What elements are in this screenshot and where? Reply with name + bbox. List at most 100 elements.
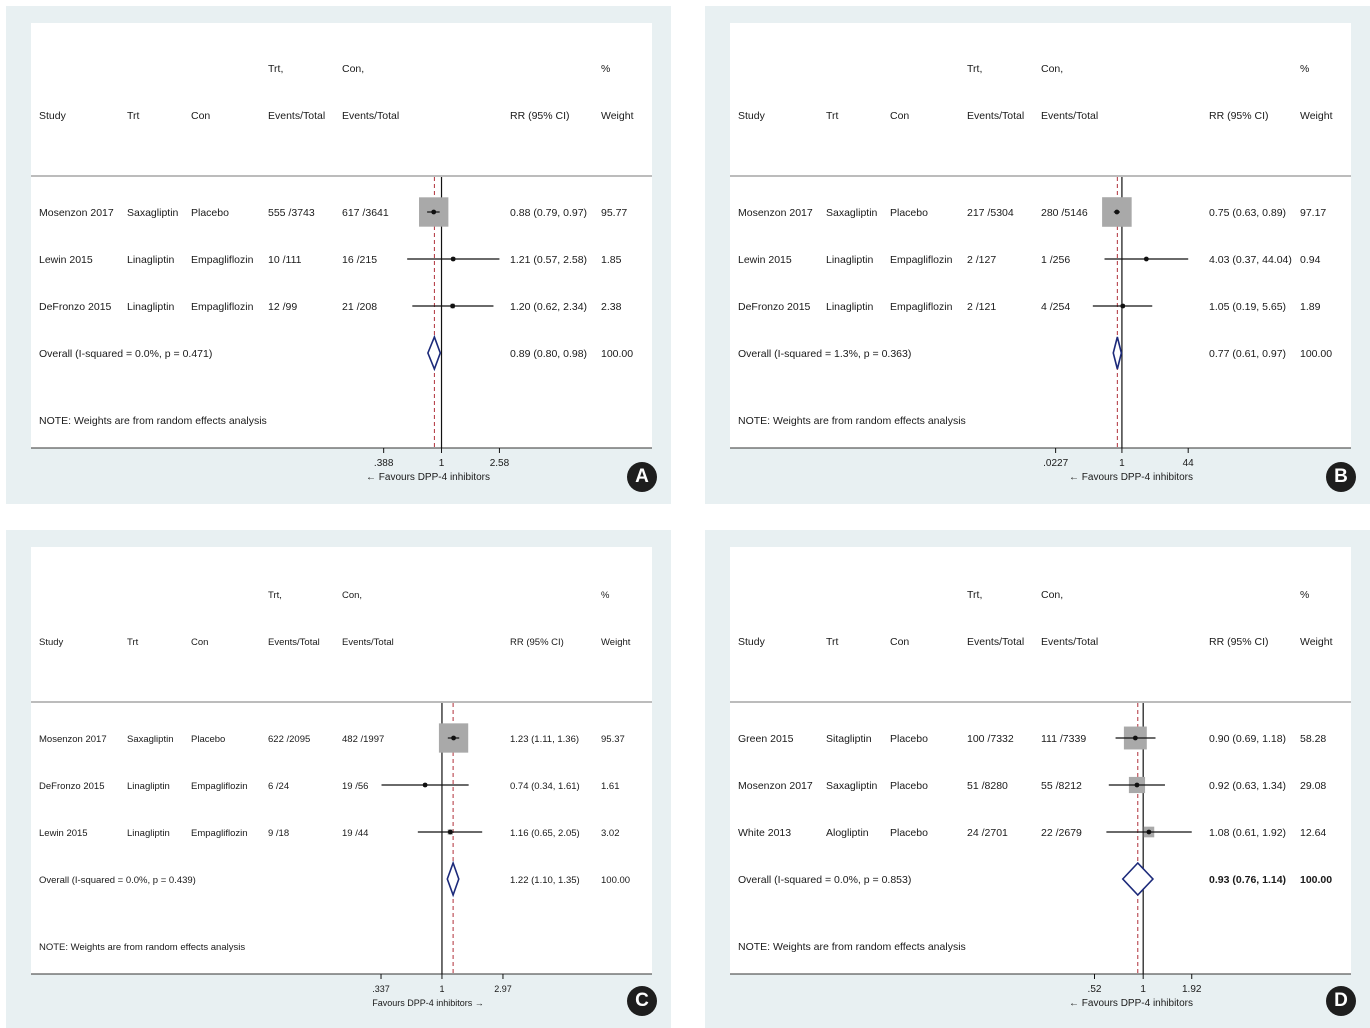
axis-tick-label: 2.58 (490, 458, 510, 469)
panel-label-badge: B (1326, 462, 1356, 492)
axis-tick-label: 1.92 (1182, 984, 1202, 995)
point-estimate (1114, 209, 1120, 215)
study-con: Placebo (890, 780, 928, 792)
axis-tick-label: 44 (1183, 458, 1195, 469)
header-weight: Weight (1300, 110, 1333, 122)
study-weight: 58.28 (1300, 733, 1326, 745)
header-rr: RR (95% CI) (1209, 110, 1269, 122)
study-name: Mosenzon 2017 (39, 207, 114, 219)
header-rr: RR (95% CI) (510, 637, 564, 648)
weights-note: NOTE: Weights are from random effects an… (39, 415, 267, 427)
point-estimate (451, 735, 456, 741)
study-weight: 29.08 (1300, 780, 1326, 792)
overall-label: Overall (I-squared = 1.3%, p = 0.363) (738, 348, 911, 360)
overall-rr-ci: 0.93 (0.76, 1.14) (1209, 874, 1286, 886)
study-trt-events: 6 /24 (268, 781, 289, 792)
header-con: Con (191, 637, 208, 648)
study-con-events: 111 /7339 (1041, 733, 1086, 745)
axis-label: ← Favours DPP-4 inhibitors (1069, 472, 1193, 483)
study-weight: 1.85 (601, 254, 622, 266)
study-trt: Linagliptin (127, 254, 174, 266)
overall-weight: 100.00 (1300, 874, 1332, 886)
study-trt: Saxagliptin (826, 780, 878, 792)
study-trt-events: 555 /3743 (268, 207, 315, 219)
header-rr: RR (95% CI) (510, 110, 570, 122)
weights-note: NOTE: Weights are from random effects an… (39, 942, 245, 953)
study-con: Empagliflozin (191, 301, 254, 313)
point-estimate (1134, 782, 1140, 788)
header-con: Con (890, 110, 909, 122)
axis-tick-label: 1 (439, 984, 444, 994)
study-rr-ci: 4.03 (0.37, 44.04) (1209, 254, 1292, 266)
header-trt-events: Events/Total (268, 637, 320, 648)
point-estimate (1120, 303, 1126, 309)
study-con-events: 55 /8212 (1041, 780, 1082, 792)
study-con: Empagliflozin (191, 828, 248, 839)
forest-plot-panel-c: Trt, Con,% Study Trt Con Events/Total Events/T… (6, 530, 671, 1028)
forest-plot-panel-b: Trt, Con,% Study Trt Con Events/Total Events/T… (705, 6, 1370, 504)
study-weight: 95.37 (601, 734, 625, 745)
overall-diamond (427, 334, 442, 372)
point-estimate (450, 256, 456, 262)
study-con-events: 1 /256 (1041, 254, 1070, 266)
header-trt-events-top: Trt, (967, 63, 982, 75)
study-con: Placebo (890, 827, 928, 839)
axis-label: ← Favours DPP-4 inhibitors (366, 472, 490, 483)
header-trt-events-top: Trt, (967, 589, 982, 601)
header-trt: Trt (826, 110, 839, 122)
study-trt: Linagliptin (826, 301, 873, 313)
header-study: Study (738, 636, 766, 648)
study-rr-ci: 1.20 (0.62, 2.34) (510, 301, 587, 313)
study-name: Mosenzon 2017 (738, 207, 813, 219)
axis-tick-label: 1 (1140, 984, 1146, 995)
header-trt-events: Events/Total (268, 110, 325, 122)
study-trt: Sitagliptin (826, 733, 872, 745)
study-con-events: 22 /2679 (1041, 827, 1082, 839)
study-con-events: 16 /215 (342, 254, 377, 266)
study-con: Empagliflozin (890, 301, 953, 313)
study-weight: 1.61 (601, 781, 620, 792)
header-study: Study (738, 110, 766, 122)
axis-tick-label: 1 (439, 458, 445, 469)
axis-tick-label: .388 (374, 458, 394, 469)
point-estimate (431, 209, 437, 215)
header-trt-events-top: Trt, (268, 590, 282, 601)
plot-background (730, 23, 1351, 448)
overall-label: Overall (I-squared = 0.0%, p = 0.471) (39, 348, 212, 360)
header-trt: Trt (826, 636, 839, 648)
point-estimate (422, 782, 428, 788)
study-name: DeFronzo 2015 (39, 781, 104, 792)
study-con: Empagliflozin (890, 254, 953, 266)
header-weight: Weight (601, 110, 634, 122)
overall-weight: 100.00 (601, 348, 633, 360)
forest-plot-panel-d: Trt, Con,% Study Trt Con Events/Total Events/T… (705, 530, 1370, 1028)
header-rr: RR (95% CI) (1209, 636, 1269, 648)
axis-tick-label: 1 (1119, 458, 1125, 469)
overall-diamond (446, 860, 460, 898)
header-con: Con (890, 636, 909, 648)
header-con-events-top: Con, (342, 63, 364, 75)
study-trt-events: 9 /18 (268, 828, 289, 839)
plot-background (31, 23, 652, 448)
header-study: Study (39, 637, 64, 648)
study-con: Placebo (890, 207, 928, 219)
study-weight: 95.77 (601, 207, 627, 219)
header-trt: Trt (127, 637, 139, 648)
study-con-events: 19 /44 (342, 828, 368, 839)
overall-diamond (1112, 336, 1123, 370)
study-rr-ci: 1.05 (0.19, 5.65) (1209, 301, 1286, 313)
study-rr-ci: 0.74 (0.34, 1.61) (510, 781, 580, 792)
study-trt: Saxagliptin (826, 207, 878, 219)
study-rr-ci: 0.90 (0.69, 1.18) (1209, 733, 1286, 745)
point-estimate (1132, 735, 1138, 741)
study-weight: 3.02 (601, 828, 620, 839)
forest-plot-d: Trt, Con, % Study Trt Con Events/Total Events/T… (730, 547, 1351, 1009)
study-name: Green 2015 (738, 733, 794, 745)
study-trt-events: 100 /7332 (967, 733, 1014, 745)
axis-tick-label: 2.97 (494, 984, 512, 994)
forest-plot-a: Trt, Con, % Study Trt Con Events/Total Events/T… (31, 23, 652, 483)
overall-diamond (1121, 861, 1155, 897)
overall-weight: 100.00 (601, 875, 630, 886)
weights-note: NOTE: Weights are from random effects an… (738, 415, 966, 427)
study-trt: Linagliptin (127, 828, 170, 839)
